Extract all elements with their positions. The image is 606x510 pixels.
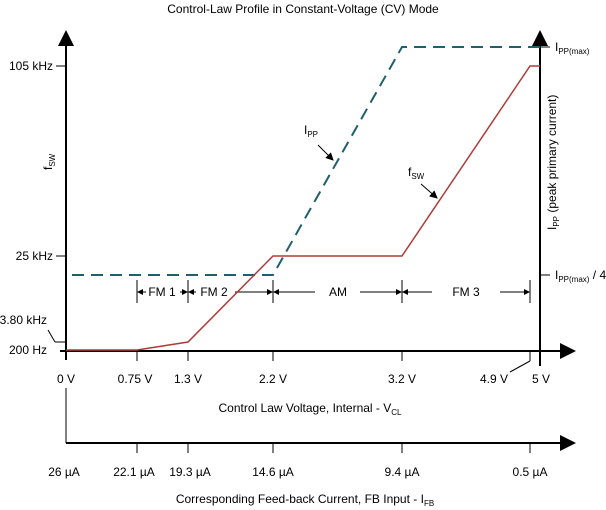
- x-tick: 3.2 V: [388, 372, 416, 386]
- y-right-label: IPP (peak primary current): [545, 95, 561, 230]
- x2-tick: 26 µA: [48, 465, 80, 479]
- x-tick: 0.75 V: [118, 372, 153, 386]
- x2-tick: 14.6 µA: [252, 465, 294, 479]
- ipp-pointer-arrow: [317, 144, 334, 161]
- x-tick: 2.2 V: [259, 372, 287, 386]
- x-tick: 5 V: [532, 372, 550, 386]
- y-tick-3-80khz: 3.80 kHz: [0, 313, 47, 327]
- region-fm1: FM 1: [148, 285, 176, 299]
- x-tick: 4.9 V: [480, 372, 508, 386]
- diagram-title: Control-Law Profile in Constant-Voltage …: [167, 2, 439, 16]
- fsw-curve-label: fSW: [408, 165, 425, 181]
- y-right-tick-ippmax-quarter: IPP(max) / 4: [555, 268, 606, 284]
- ipp-curve-label: IPP: [304, 123, 318, 139]
- x2-tick: 9.4 µA: [385, 465, 420, 479]
- y-left-label: fSW: [41, 153, 57, 170]
- x-tick: 1.3 V: [174, 372, 202, 386]
- y-tick-200hz: 200 Hz: [9, 343, 47, 357]
- x-tick: 0 V: [57, 372, 75, 386]
- x2-tick: 22.1 µA: [113, 465, 155, 479]
- x2-tick: 19.3 µA: [169, 465, 211, 479]
- region-am: AM: [329, 285, 347, 299]
- fsw-curve: [66, 65, 540, 351]
- y-right-tick-ippmax: IPP(max): [555, 40, 590, 56]
- region-fm2: FM 2: [200, 285, 228, 299]
- y-tick-25khz: 25 kHz: [16, 249, 53, 263]
- x-axis-label: Control Law Voltage, Internal - VCL: [219, 401, 403, 417]
- fsw-pointer-arrow: [420, 183, 438, 199]
- y-tick-105khz: 105 kHz: [9, 59, 53, 73]
- x2-tick: 0.5 µA: [513, 465, 548, 479]
- ipp-curve: [72, 46, 540, 276]
- x2-axis-label: Corresponding Feed-back Current, FB Inpu…: [176, 492, 434, 508]
- region-fm3: FM 3: [452, 285, 480, 299]
